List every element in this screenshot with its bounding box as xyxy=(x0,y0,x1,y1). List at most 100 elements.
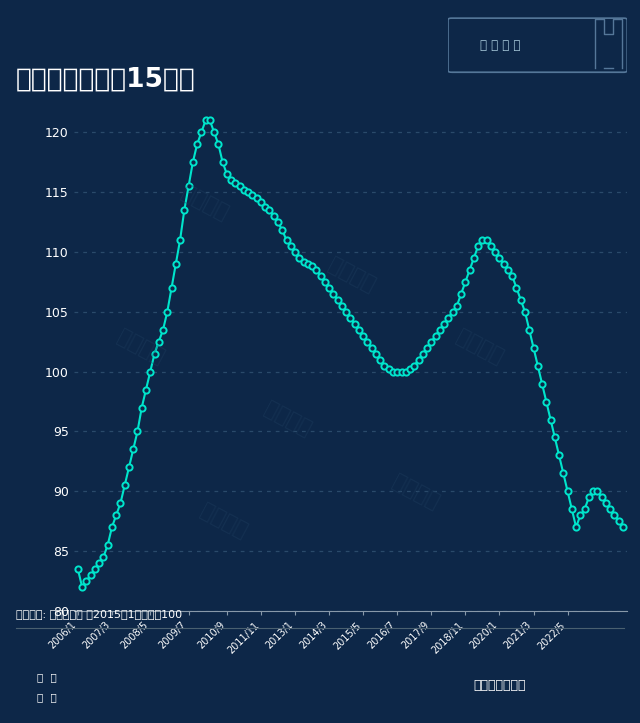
Point xyxy=(188,156,198,168)
Point xyxy=(563,486,573,497)
Point xyxy=(218,156,228,168)
Point xyxy=(184,181,194,192)
Point xyxy=(592,486,602,497)
Point xyxy=(447,306,458,317)
Point xyxy=(141,384,151,395)
Point xyxy=(209,127,220,138)
Text: 数据来源: 国家统计局 以2015年1月为定基100: 数据来源: 国家统计局 以2015年1月为定基100 xyxy=(16,609,182,620)
Point xyxy=(465,264,475,275)
Point xyxy=(166,282,177,294)
Point xyxy=(477,234,488,246)
Point xyxy=(362,336,372,348)
Point xyxy=(567,503,577,515)
Point xyxy=(460,276,470,288)
Text: 略  民: 略 民 xyxy=(36,692,56,702)
Point xyxy=(511,282,522,294)
Text: 国民经略: 国民经略 xyxy=(178,182,232,223)
Point xyxy=(388,366,398,377)
Point xyxy=(375,354,385,366)
Point xyxy=(102,539,113,551)
Point xyxy=(273,216,283,228)
Point xyxy=(99,552,109,563)
Point xyxy=(337,300,347,312)
Point xyxy=(171,258,181,270)
Point xyxy=(162,306,172,317)
Point xyxy=(145,366,156,377)
Point xyxy=(486,240,496,252)
Point xyxy=(328,288,339,299)
Point xyxy=(256,196,266,208)
Point xyxy=(285,240,296,252)
Point xyxy=(311,264,321,275)
Text: 经  国: 经 国 xyxy=(36,672,56,683)
Point xyxy=(529,342,539,354)
Point xyxy=(86,569,96,581)
Point xyxy=(277,225,287,236)
Point xyxy=(124,461,134,473)
Point xyxy=(316,270,326,282)
Point xyxy=(77,581,87,593)
Text: 制作：国民经略: 制作：国民经略 xyxy=(474,679,526,692)
Point xyxy=(435,324,445,335)
Point xyxy=(222,168,232,180)
Point xyxy=(354,324,364,335)
Point xyxy=(192,139,202,150)
Text: 国民经略: 国民经略 xyxy=(389,471,443,512)
Point xyxy=(418,348,428,359)
Point xyxy=(90,563,100,575)
Point xyxy=(120,479,130,491)
Point xyxy=(341,306,351,317)
Point xyxy=(614,515,624,527)
Point xyxy=(588,486,598,497)
Point xyxy=(346,312,356,324)
Point xyxy=(524,324,534,335)
Point xyxy=(175,234,185,246)
Point xyxy=(252,192,262,204)
Point xyxy=(298,256,308,268)
Point xyxy=(499,258,509,270)
Point xyxy=(205,115,215,127)
Point xyxy=(422,342,432,354)
Point xyxy=(73,563,83,575)
Point xyxy=(324,282,334,294)
Point xyxy=(269,210,279,222)
Point xyxy=(107,521,117,533)
Point xyxy=(456,288,467,299)
Text: 牡丹江房价回到15年前: 牡丹江房价回到15年前 xyxy=(16,67,196,93)
Point xyxy=(154,336,164,348)
Point xyxy=(149,348,159,359)
Point xyxy=(550,432,560,443)
Point xyxy=(333,294,343,306)
Point xyxy=(541,395,552,407)
Point xyxy=(239,184,249,196)
Point xyxy=(503,264,513,275)
Point xyxy=(367,342,377,354)
Point xyxy=(575,510,586,521)
Point xyxy=(264,205,275,216)
Point xyxy=(226,174,236,186)
Point xyxy=(196,127,207,138)
Point xyxy=(371,348,381,359)
Point xyxy=(401,366,411,377)
Point xyxy=(282,234,292,246)
Point xyxy=(444,312,454,324)
Text: 国民经略: 国民经略 xyxy=(114,327,168,367)
Point xyxy=(405,364,415,375)
Text: 国 民 经 略: 国 民 经 略 xyxy=(480,39,520,51)
Point xyxy=(290,247,300,258)
Point xyxy=(230,177,241,189)
Point xyxy=(307,260,317,272)
Point xyxy=(303,258,313,270)
Point xyxy=(213,139,223,150)
Point xyxy=(426,336,436,348)
Point xyxy=(481,234,492,246)
Point xyxy=(200,115,211,127)
Point xyxy=(349,318,360,330)
Point xyxy=(260,201,270,213)
Point xyxy=(320,276,330,288)
Point xyxy=(431,330,441,341)
Point xyxy=(115,497,125,509)
Point xyxy=(516,294,526,306)
Point xyxy=(136,402,147,414)
Point xyxy=(571,521,581,533)
